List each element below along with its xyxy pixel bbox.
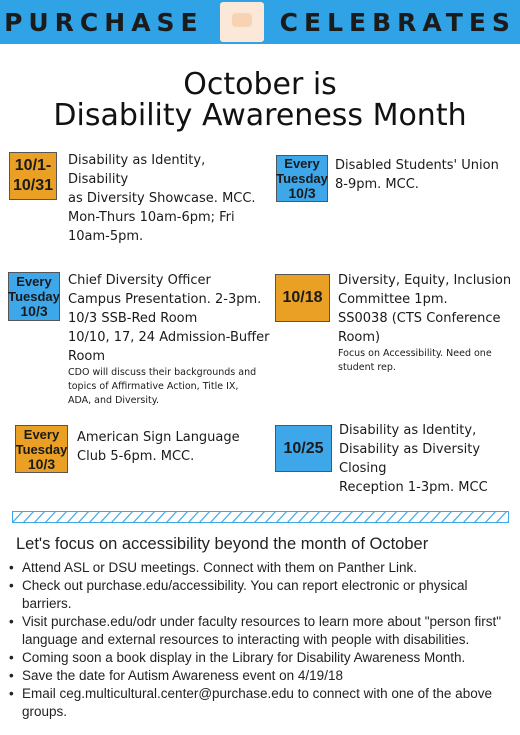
event-badge-asl: Every Tuesday 10/3: [15, 425, 68, 473]
page-title-line2: Disability Awareness Month: [53, 98, 467, 133]
list-item: Check out purchase.edu/accessibility. Yo…: [8, 577, 514, 613]
event-note-line: Focus on Accessibility. Need one: [338, 348, 492, 359]
event-note-line: student rep.: [338, 362, 396, 373]
event-text-line: Disability as Identity, Disability: [68, 153, 206, 187]
event-text-line: Club 5-6pm. MCC.: [77, 449, 195, 464]
event-text-line: American Sign Language: [77, 430, 240, 445]
event-badge-dsu: Every Tuesday 10/3: [276, 155, 328, 202]
badge-line: Tuesday: [15, 441, 68, 457]
list-item-line: groups.: [22, 704, 68, 719]
event-text-line: 10/3 SSB-Red Room: [68, 311, 198, 326]
list-item-line: Save the date for Autism Awareness event…: [22, 668, 343, 683]
purchase-logo-icon: [219, 2, 264, 42]
banner-left-word: PURCHASE: [4, 7, 204, 37]
focus-list: Attend ASL or DSU meetings. Connect with…: [8, 559, 514, 721]
event-asl: American Sign Language Club 5-6pm. MCC.: [77, 428, 267, 466]
badge-line: 10/25: [283, 439, 324, 457]
event-text-line: SS0038 (CTS Conference: [338, 311, 501, 326]
list-item-line: language and external resources to inter…: [22, 632, 470, 647]
badge-line: Every: [16, 274, 52, 289]
page-title-line1: October is: [183, 67, 337, 102]
list-item-line: Visit purchase.edu/odr under faculty res…: [22, 614, 502, 629]
badge-line: 10/1-: [14, 157, 52, 174]
event-text-line: 10am-5pm.: [68, 229, 144, 244]
event-text-line: 10/10, 17, 24 Admission-Buffer: [68, 330, 270, 345]
list-item-line: Check out purchase.edu/accessibility. Yo…: [22, 578, 468, 593]
badge-line: 10/3: [288, 185, 316, 201]
event-text-line: Room: [68, 349, 106, 364]
event-text-line: Reception 1-3pm. MCC: [339, 480, 488, 495]
event-showcase: Disability as Identity, Disability as Di…: [68, 151, 268, 246]
header-banner: PURCHASE CELEBRATES: [0, 0, 520, 44]
hatched-divider: [12, 511, 509, 523]
list-item-line: Coming soon a book display in the Librar…: [22, 650, 466, 665]
badge-line: Every: [284, 156, 320, 171]
event-badge-dei: 10/18: [275, 274, 330, 322]
event-cdo: Chief Diversity Officer Campus Presentat…: [68, 271, 273, 408]
event-badge-closing: 10/25: [275, 425, 332, 472]
list-item-line: barriers.: [22, 596, 72, 611]
event-text-line: Disabled Students' Union: [335, 158, 499, 173]
event-text-line: as Diversity Showcase. MCC.: [68, 191, 256, 206]
list-item: Coming soon a book display in the Librar…: [8, 649, 514, 667]
badge-line: Tuesday: [276, 171, 328, 186]
list-item-line: Attend ASL or DSU meetings. Connect with…: [22, 560, 417, 575]
list-item-line: Email ceg.multicultural.center@purchase.…: [22, 686, 492, 701]
event-dsu: Disabled Students' Union 8-9pm. MCC.: [335, 156, 515, 194]
badge-line: 10/18: [282, 289, 323, 306]
event-text-line: Disability as Identity,: [339, 423, 477, 438]
badge-line: Tuesday: [8, 289, 60, 304]
event-badge-showcase: 10/1- 10/31: [9, 152, 57, 200]
badge-line: 10/3: [20, 303, 48, 319]
event-text-line: Campus Presentation. 2-3pm.: [68, 292, 262, 307]
event-text-line: Committee 1pm.: [338, 292, 448, 307]
event-text-line: 8-9pm. MCC.: [335, 177, 419, 192]
list-item: Attend ASL or DSU meetings. Connect with…: [8, 559, 514, 577]
event-note-line: ADA, and Diversity.: [68, 395, 160, 406]
event-closing: Disability as Identity, Disability as Di…: [339, 421, 519, 497]
event-text-line: Disability as Diversity Closing: [339, 442, 481, 476]
event-note-line: CDO will discuss their backgrounds and: [68, 367, 257, 378]
event-text-line: Room): [338, 330, 381, 345]
event-dei: Diversity, Equity, Inclusion Committee 1…: [338, 271, 518, 375]
badge-line: Every: [23, 426, 60, 442]
list-item: Visit purchase.edu/odr under faculty res…: [8, 613, 514, 649]
banner-right-word: CELEBRATES: [279, 7, 516, 37]
event-text-line: Chief Diversity Officer: [68, 273, 211, 288]
event-text-line: Mon-Thurs 10am-6pm; Fri: [68, 210, 235, 225]
list-item: Email ceg.multicultural.center@purchase.…: [8, 685, 514, 721]
list-item: Save the date for Autism Awareness event…: [8, 667, 514, 685]
badge-line: 10/31: [12, 177, 54, 194]
event-text-line: Diversity, Equity, Inclusion: [338, 273, 512, 288]
event-note-line: topics of Affirmative Action, Title IX,: [68, 381, 239, 392]
badge-line: 10/3: [27, 455, 56, 472]
focus-heading: Let's focus on accessibility beyond the …: [16, 535, 429, 553]
event-badge-cdo: Every Tuesday 10/3: [8, 272, 60, 321]
